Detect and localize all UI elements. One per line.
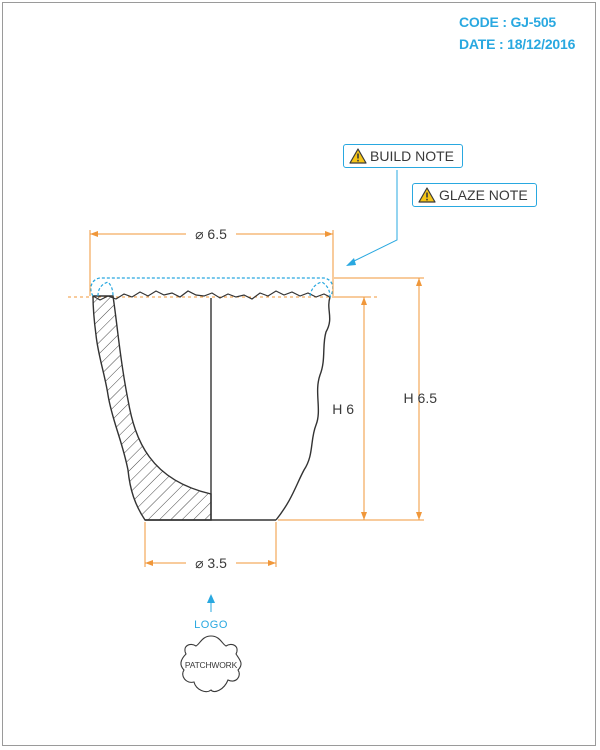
warning-icon [349,148,367,164]
glaze-note-button[interactable]: GLAZE NOTE [412,183,537,207]
warning-icon [418,187,436,203]
build-note-button[interactable]: BUILD NOTE [343,144,464,168]
code-label: CODE : GJ-505 [459,14,556,30]
build-note-label: BUILD NOTE [370,148,455,164]
glaze-note-label: GLAZE NOTE [439,187,528,203]
date-label: DATE : 18/12/2016 [459,36,576,52]
